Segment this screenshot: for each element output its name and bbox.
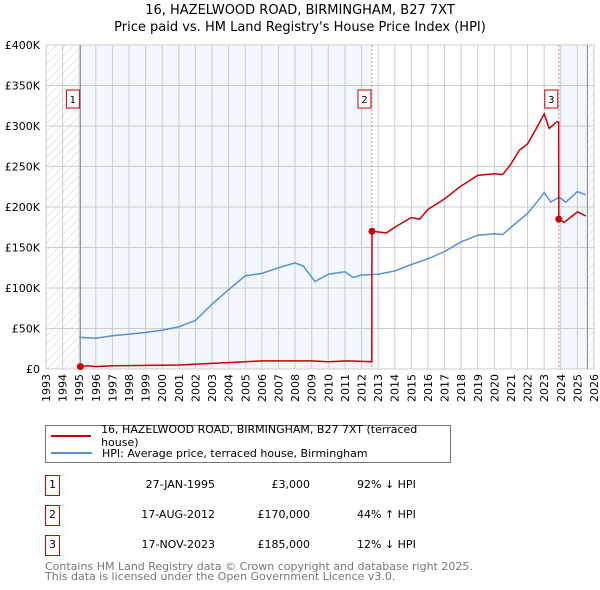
footer-copyright: Contains HM Land Registry data © Crown c… [45,560,473,573]
series-line [79,190,586,339]
transaction-point [76,363,84,371]
x-tick-label: 2020 [488,374,501,402]
table-row: 3 17-NOV-2023 £185,000 12% ↓ HPI [45,535,465,556]
legend-label: 16, HAZELWOOD ROAD, BIRMINGHAM, B27 7XT … [101,423,418,449]
x-tick-label: 2012 [356,374,369,402]
x-tick-label: 2006 [256,374,269,402]
legend-item-property: 16, HAZELWOOD ROAD, BIRMINGHAM, B27 7XT … [46,423,450,449]
x-tick-label: 2018 [455,374,468,402]
x-tick-label: 2011 [339,374,352,402]
transaction-badge-label: 1 [70,95,76,106]
legend-swatch-red [51,435,92,437]
sale-price: £185,000 [257,538,311,551]
x-tick-label: 2014 [389,374,402,402]
y-tick-label: £250K [5,161,41,174]
table-row: 2 17-AUG-2012 £170,000 44% ↑ HPI [45,505,465,526]
y-tick-label: £200K [5,201,41,214]
x-tick-label: 1998 [123,374,136,402]
transaction-badge [544,89,559,109]
y-tick-label: £400K [5,39,41,52]
x-tick-label: 2008 [289,374,302,402]
marker-badge: 3 [45,535,60,556]
x-tick-label: 2016 [422,374,435,402]
x-tick-label: 2002 [189,374,202,402]
x-tick-label: 2025 [571,374,584,402]
x-tick-label: 2003 [206,374,219,402]
y-tick-label: £50K [12,323,41,336]
marker-badge: 2 [45,505,60,526]
x-tick-label: 2009 [306,374,319,402]
y-tick-label: £350K [5,80,41,93]
x-tick-label: 2019 [472,374,485,402]
series-line [80,111,587,368]
x-tick-label: 2017 [439,374,452,402]
x-tick-label: 2010 [322,374,335,402]
x-tick-label: 2005 [239,374,252,402]
y-tick-label: £150K [5,242,41,255]
hpi-diff: 44% ↑ HPI [357,508,416,521]
x-tick-label: 1997 [106,374,119,402]
transaction-badge [65,89,80,109]
sale-price: £3,000 [271,478,311,491]
x-tick-label: 2015 [405,374,418,402]
sale-date: 17-AUG-2012 [141,508,215,521]
transaction-badge-label: 3 [548,95,554,106]
chart-legend: 16, HAZELWOOD ROAD, BIRMINGHAM, B27 7XT … [45,423,451,463]
transaction-badge-label: 2 [361,95,367,106]
sale-date: 27-JAN-1995 [145,478,215,491]
footer-licence: This data is licensed under the Open Gov… [45,570,396,583]
x-tick-label: 2001 [173,374,186,402]
x-tick-label: 2026 [588,374,600,402]
marker-badge: 1 [45,475,60,496]
x-tick-label: 2023 [538,374,551,402]
x-tick-label: 1993 [40,374,53,402]
x-tick-label: 2021 [505,374,518,402]
chart-subtitle: Price paid vs. HM Land Registry's House … [114,20,486,35]
x-tick-label: 2007 [272,374,285,402]
x-tick-label: 2004 [223,374,236,402]
legend-item-hpi: HPI: Average price, terraced house, Birm… [46,445,368,461]
table-row: 1 27-JAN-1995 £3,000 92% ↓ HPI [45,475,465,496]
chart-title: 16, HAZELWOOD ROAD, BIRMINGHAM, B27 7XT [145,3,455,18]
sale-date: 17-NOV-2023 [141,538,215,551]
legend-swatch-blue [51,452,92,454]
hpi-diff: 92% ↓ HPI [357,478,416,491]
y-tick-label: £100K [5,282,41,295]
x-tick-label: 1996 [90,374,103,402]
x-tick-label: 2024 [555,374,568,402]
legend-label: HPI: Average price, terraced house, Birm… [102,446,368,460]
x-tick-label: 2000 [156,374,169,402]
x-tick-label: 1994 [57,374,70,402]
x-tick-label: 1999 [140,374,153,402]
x-tick-label: 2013 [372,374,385,402]
sale-price: £170,000 [257,508,311,521]
y-tick-label: £300K [5,120,41,133]
transaction-badge [357,89,372,109]
hpi-diff: 12% ↓ HPI [357,538,416,551]
x-tick-label: 2022 [522,374,535,402]
transaction-point [368,227,376,235]
x-tick-label: 1995 [73,374,86,402]
transaction-point [555,215,563,223]
y-tick-label: £0 [26,363,40,376]
